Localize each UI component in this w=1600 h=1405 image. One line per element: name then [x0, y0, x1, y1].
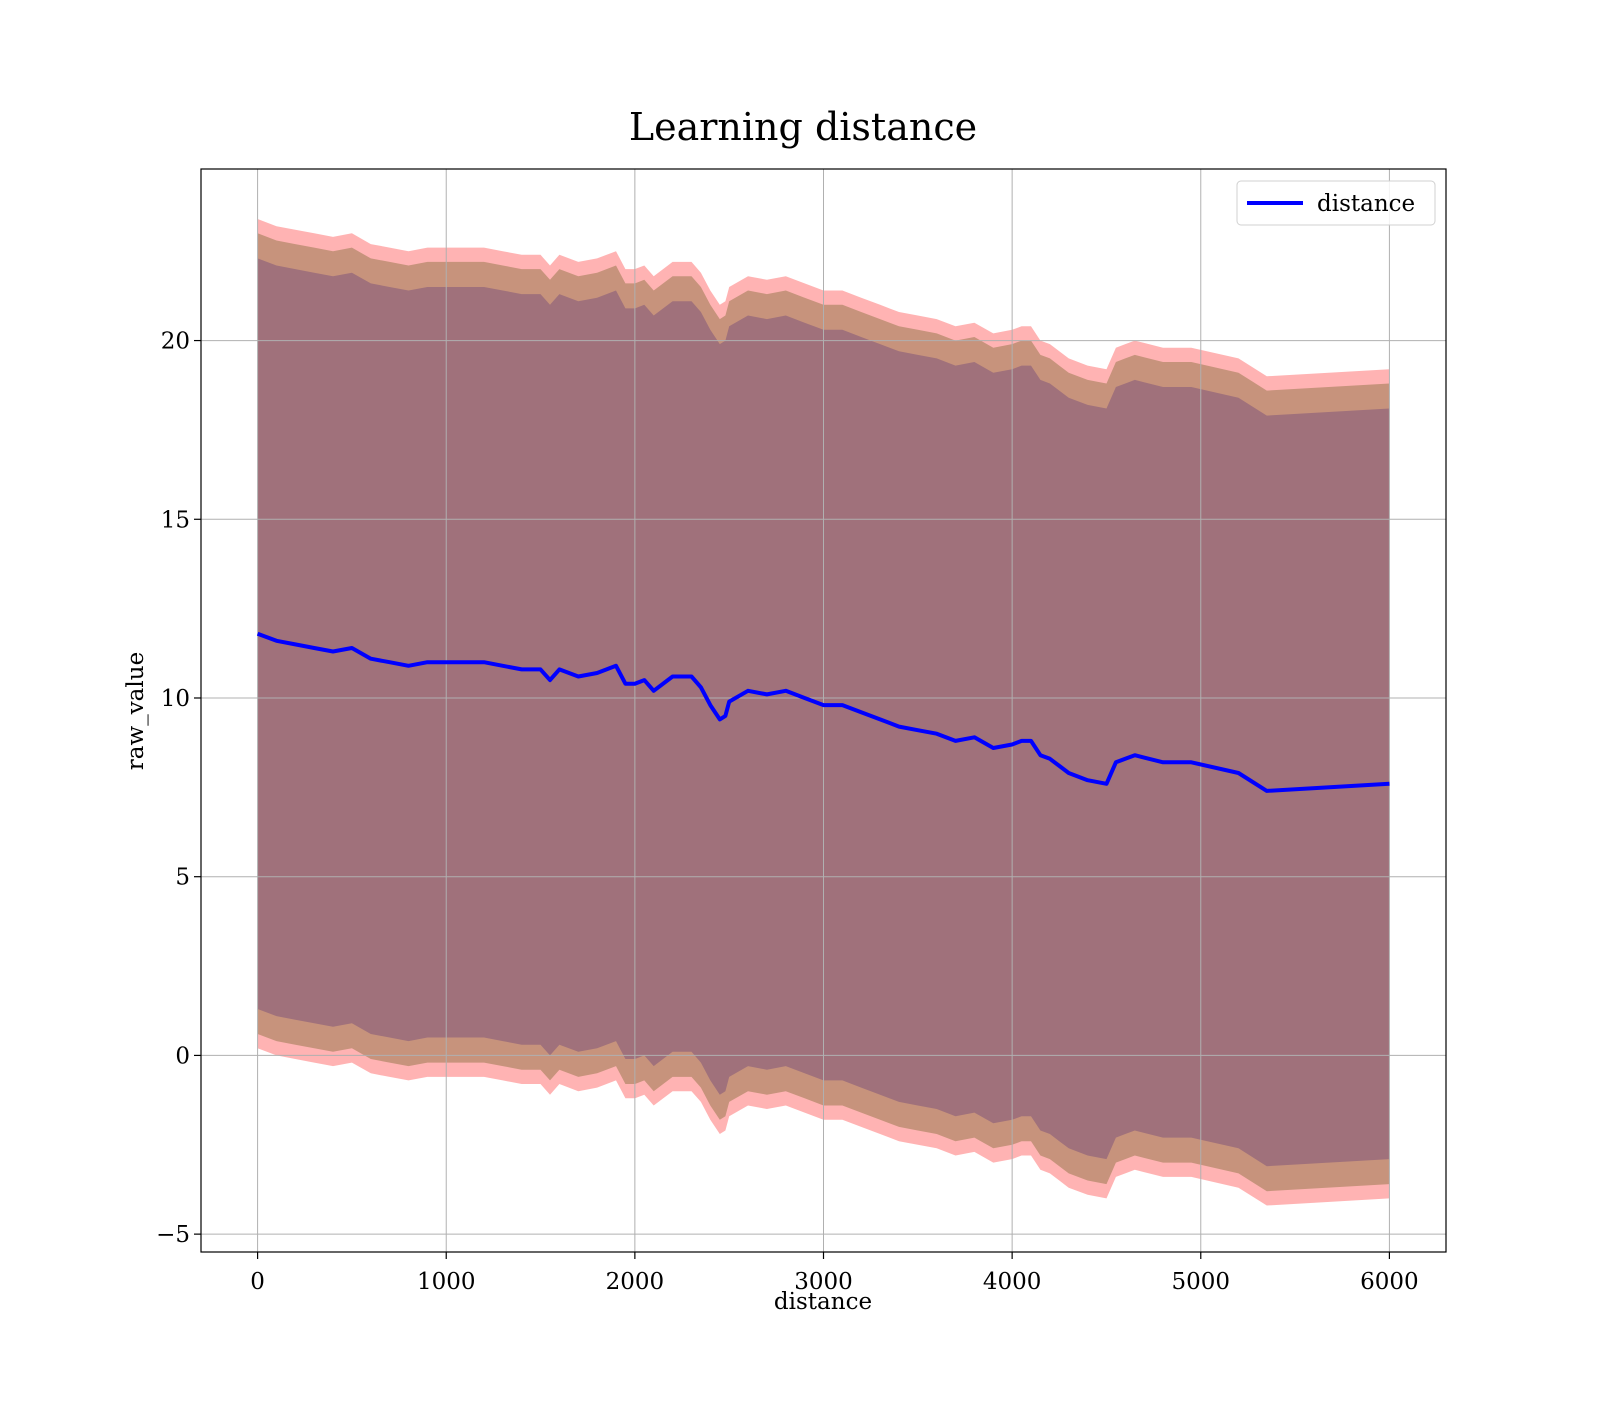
- y-tick-label: 0: [175, 1043, 190, 1069]
- series-lines: [256, 631, 1390, 793]
- y-tick-label: 5: [175, 865, 190, 891]
- grid-lines: [201, 169, 1446, 1252]
- y-tick-label: −5: [156, 1222, 190, 1248]
- x-tick-label: 1000: [417, 1269, 476, 1295]
- chart-title: Learning distance: [629, 105, 977, 149]
- x-axis-ticks: 0 1000 2000 3000 4000 5000 6000: [250, 1252, 1419, 1295]
- x-tick-label: 6000: [1360, 1269, 1419, 1295]
- x-tick-label: 4000: [983, 1269, 1042, 1295]
- y-tick-label: 20: [161, 329, 190, 355]
- series-line-distance: [256, 631, 1390, 793]
- legend-box: [1236, 180, 1436, 226]
- confidence-bands: [257, 219, 1390, 1206]
- x-tick-label: 5000: [1171, 1269, 1230, 1295]
- legend-label-distance: distance: [1317, 191, 1415, 217]
- y-axis-label: raw_value: [123, 652, 149, 770]
- y-tick-label: 15: [161, 507, 190, 533]
- y-axis-ticks: −5 0 5 10 15 20: [156, 329, 201, 1248]
- x-tick-label: 2000: [606, 1269, 665, 1295]
- y-tick-label: 10: [161, 686, 190, 712]
- x-axis-label: distance: [774, 1289, 872, 1315]
- legend: distance: [1236, 180, 1436, 226]
- x-tick-label: 0: [250, 1269, 265, 1295]
- x-tick-label: 3000: [794, 1269, 853, 1295]
